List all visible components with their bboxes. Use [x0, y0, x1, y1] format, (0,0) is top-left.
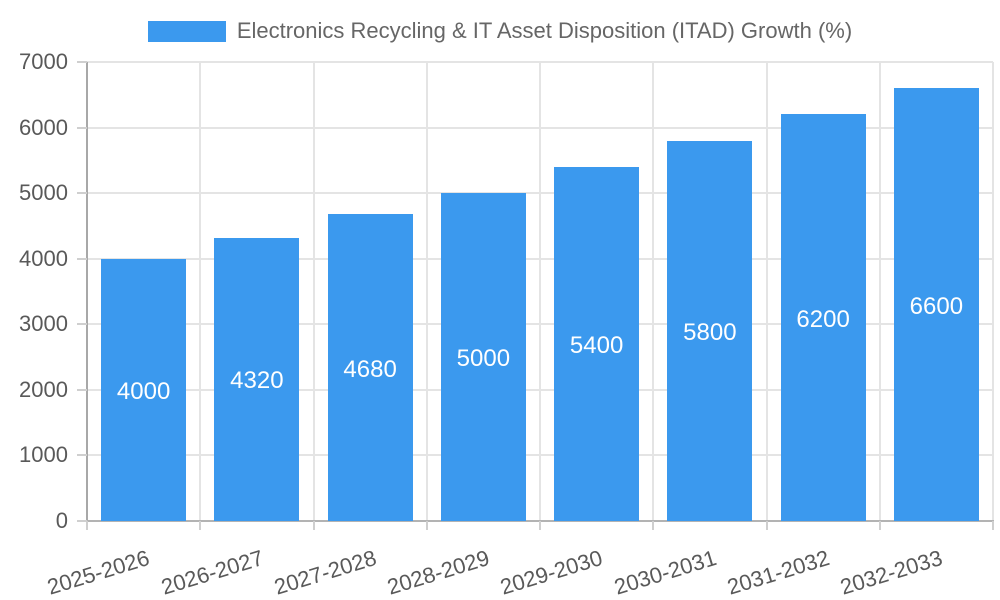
- bar-value-label: 4000: [116, 377, 171, 405]
- y-tick-label: 5000: [19, 180, 68, 206]
- y-tick-label: 6000: [19, 114, 68, 140]
- y-tick-label: 3000: [19, 311, 68, 337]
- v-gridline: [652, 62, 655, 521]
- x-tick-label: 2031-2032: [724, 545, 833, 600]
- y-tick-label: 2000: [19, 376, 68, 402]
- bar[interactable]: [667, 140, 753, 521]
- bar-value-label: 4320: [230, 367, 284, 395]
- bar-value-label: 5800: [683, 318, 737, 346]
- bar[interactable]: [327, 214, 413, 521]
- x-tick: [765, 521, 768, 530]
- x-tick-label: 2025-2026: [44, 545, 153, 600]
- v-gridline: [312, 62, 315, 521]
- legend-swatch-icon: [147, 20, 226, 42]
- v-gridline: [878, 62, 881, 521]
- y-tick-label: 7000: [19, 49, 68, 74]
- x-tick-label: 2032-2033: [837, 545, 946, 600]
- v-gridline: [765, 62, 768, 521]
- legend-label: Electronics Recycling & IT Asset Disposi…: [236, 18, 853, 43]
- x-tick: [199, 521, 202, 530]
- x-tick: [312, 521, 315, 530]
- x-tick: [86, 521, 88, 530]
- x-tick: [878, 521, 881, 530]
- bar-value-label: 5000: [456, 345, 511, 373]
- bar-value-label: 6600: [909, 292, 964, 320]
- y-tick: [77, 257, 87, 260]
- v-gridline: [539, 62, 541, 521]
- y-tick: [77, 61, 87, 63]
- y-tick: [77, 323, 87, 326]
- y-tick: [77, 520, 87, 522]
- y-tick-label: 4000: [19, 245, 68, 271]
- y-tick-label: 0: [55, 508, 68, 533]
- x-tick-label: 2028-2029: [384, 545, 493, 600]
- x-tick-label: 2027-2028: [271, 545, 380, 600]
- x-tick-label: 2030-2031: [610, 545, 719, 600]
- y-axis-line: [86, 62, 88, 521]
- y-tick: [77, 192, 87, 195]
- bar-value-label: 4680: [343, 355, 397, 383]
- bar[interactable]: [214, 237, 300, 521]
- bar[interactable]: [101, 258, 187, 521]
- x-tick: [652, 521, 655, 530]
- v-gridline: [992, 62, 994, 521]
- bar[interactable]: [554, 166, 640, 521]
- y-tick: [77, 388, 87, 391]
- x-tick: [425, 521, 428, 530]
- y-tick: [77, 126, 87, 129]
- x-tick: [539, 521, 541, 530]
- v-gridline: [425, 62, 428, 521]
- bar-value-label: 6200: [796, 305, 850, 333]
- y-tick: [77, 454, 87, 457]
- x-tick: [992, 521, 994, 530]
- legend-item[interactable]: Electronics Recycling & IT Asset Disposi…: [0, 18, 1000, 44]
- bar-value-label: 5400: [569, 331, 624, 359]
- x-tick-label: 2026-2027: [157, 545, 266, 600]
- y-tick-label: 1000: [19, 442, 68, 468]
- bar[interactable]: [893, 88, 979, 521]
- bar[interactable]: [440, 193, 526, 521]
- x-tick-label: 2029-2030: [497, 545, 606, 600]
- bar[interactable]: [780, 114, 866, 521]
- v-gridline: [199, 62, 202, 521]
